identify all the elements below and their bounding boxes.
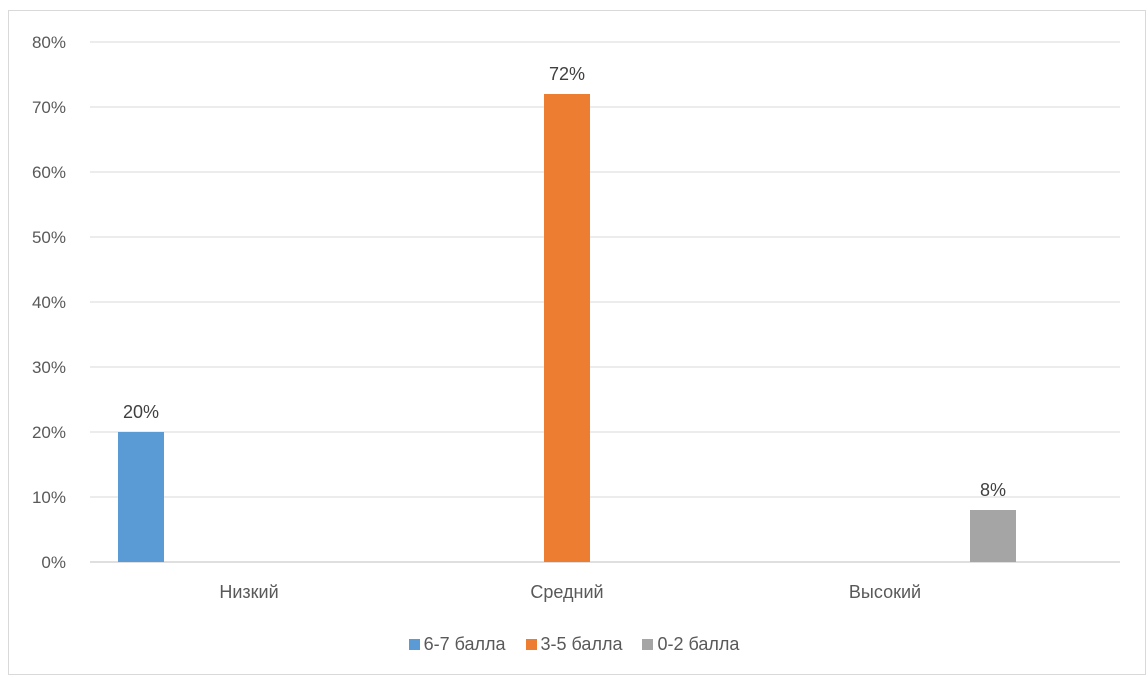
x-category-label: Средний (530, 582, 603, 602)
y-tick-label: 80% (32, 33, 66, 52)
legend-label-0-2: 0-2 балла (657, 634, 740, 654)
bar (970, 510, 1016, 562)
bar (118, 432, 164, 562)
legend-item-3-5: 3-5 балла (525, 634, 623, 655)
y-tick-label: 20% (32, 423, 66, 442)
legend-label-6-7: 6-7 балла (423, 634, 506, 654)
legend-swatch-3-5 (525, 639, 537, 650)
data-label: 20% (123, 402, 159, 422)
y-tick-label: 70% (32, 98, 66, 117)
data-label: 72% (549, 64, 585, 84)
legend-swatch-6-7 (408, 639, 420, 650)
legend-item-0-2: 0-2 балла (642, 634, 739, 655)
y-tick-label: 30% (32, 358, 66, 377)
y-tick-label: 10% (32, 488, 66, 507)
y-tick-label: 40% (32, 293, 66, 312)
y-tick-label: 50% (32, 228, 66, 247)
legend-item-6-7: 6-7 балла (408, 634, 506, 655)
y-tick-label: 60% (32, 163, 66, 182)
y-tick-label: 0% (41, 553, 66, 572)
legend: 6-7 балла 3-5 балла 0-2 балла (0, 634, 1148, 655)
x-category-label: Высокий (849, 582, 921, 602)
legend-label-3-5: 3-5 балла (540, 634, 623, 654)
data-label: 8% (980, 480, 1006, 500)
legend-swatch-0-2 (642, 639, 654, 650)
bar (544, 94, 590, 562)
x-category-label: Низкий (219, 582, 278, 602)
